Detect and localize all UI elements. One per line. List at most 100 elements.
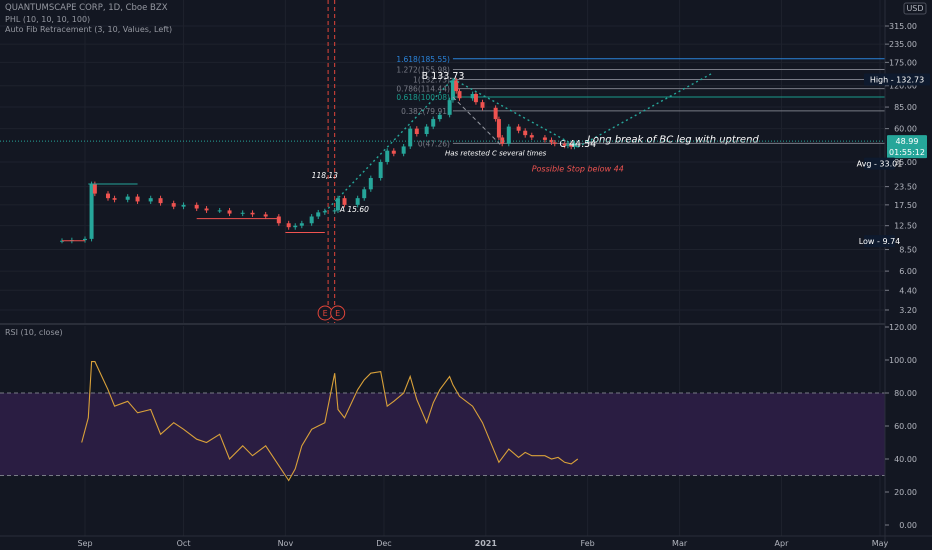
rsi-band xyxy=(0,393,885,476)
candle-body xyxy=(316,212,321,217)
currency-label: USD xyxy=(906,4,923,13)
price-tick-label: 6.00 xyxy=(899,267,917,276)
rsi-pane[interactable] xyxy=(0,361,885,482)
candle-body xyxy=(385,150,390,162)
candle-body xyxy=(135,196,140,202)
price-axis[interactable]: USD 3.20 4.40 6.00 8.50 12.50 17.50 23.50 35.00 6… xyxy=(884,0,932,548)
time-tick-label: Feb xyxy=(581,539,595,548)
candle-body xyxy=(378,161,383,179)
candle-body xyxy=(227,210,232,214)
candle-body xyxy=(480,102,485,108)
price-label-box xyxy=(864,73,930,86)
price-label-text: 01:55:12 xyxy=(889,148,925,157)
chart-annotation: C 44.54 xyxy=(559,139,596,150)
candle-body xyxy=(181,204,186,207)
price-label-box xyxy=(864,235,895,248)
candle-body xyxy=(286,223,291,228)
rsi-tick-label: 0.00 xyxy=(899,521,917,530)
candlestick-series xyxy=(60,77,577,244)
rsi-line xyxy=(81,361,579,482)
price-tick-label: 3.20 xyxy=(899,306,917,315)
candle-body xyxy=(437,114,442,120)
chart-annotation: Long break of BC leg with uptrend xyxy=(587,134,759,145)
chart-annotation: Has retested C several times xyxy=(445,149,547,157)
price-tick-label: 315.00 xyxy=(889,22,917,31)
candle-body xyxy=(105,193,110,199)
rsi-tick-label: 60.00 xyxy=(894,422,917,431)
candle-body xyxy=(431,119,436,127)
rsi-title[interactable]: RSI (10, close) xyxy=(5,328,63,337)
candle-body xyxy=(342,198,347,205)
price-grid xyxy=(0,0,885,536)
price-tick-label: 85.00 xyxy=(894,103,917,112)
candle-body xyxy=(82,238,87,241)
candle-body xyxy=(299,223,304,226)
candle-body xyxy=(332,210,337,212)
currency-button xyxy=(903,2,927,15)
annotations: B 133.73 C 44.54 A 15.60 118,13 Has retested… xyxy=(312,71,760,214)
candle-body xyxy=(112,198,117,200)
time-tick-label: Dec xyxy=(376,539,391,548)
price-tick-label: 120.00 xyxy=(889,82,917,91)
price-axis-bg xyxy=(885,0,932,548)
price-label-text: High - 132.73 xyxy=(870,75,924,84)
candle-body xyxy=(362,189,367,199)
fib-level-label: 1(132.73) xyxy=(413,75,450,84)
price-label-box xyxy=(887,135,927,148)
main-pane[interactable]: 1.618(185.55)1.272(155.98)1(132.73)0.786… xyxy=(0,0,885,536)
candle-body xyxy=(523,130,528,136)
price-label-box xyxy=(864,157,895,170)
candle-body xyxy=(493,107,498,120)
time-tick-label: Oct xyxy=(177,539,191,548)
price-tick-label: 12.50 xyxy=(894,222,917,231)
candle-body xyxy=(217,210,222,212)
candle-body xyxy=(572,143,577,147)
price-tick-label: 35.00 xyxy=(894,158,917,167)
price-tick-label: 17.50 xyxy=(894,201,917,210)
earnings-marker-label: E xyxy=(335,309,340,318)
candle-body xyxy=(542,137,547,140)
candle-body xyxy=(276,216,281,224)
candle-body xyxy=(549,139,554,143)
candle-body xyxy=(473,93,478,103)
price-label-text: 48.99 xyxy=(896,137,919,146)
candle-body xyxy=(263,214,268,217)
retrace-line xyxy=(452,96,503,147)
time-tick-label: Nov xyxy=(278,539,294,548)
trend-line xyxy=(324,78,454,213)
time-tick-label: Apr xyxy=(775,539,790,548)
candle-body xyxy=(516,126,521,131)
candle-body xyxy=(424,126,429,134)
candle-body xyxy=(125,196,130,200)
candle-body xyxy=(194,204,199,209)
candle-body xyxy=(171,203,176,207)
indicator-fib[interactable]: Auto Fib Retracement (3, 10, Values, Lef… xyxy=(5,25,173,34)
trend-lines xyxy=(62,72,713,242)
candle-body xyxy=(470,93,475,99)
rsi-axis[interactable]: 0.00 20.00 40.00 60.00 80.00 100.00 120.00 xyxy=(885,323,917,530)
candle-body xyxy=(92,184,97,194)
candle-body xyxy=(552,142,557,144)
candle-body xyxy=(335,198,340,211)
earnings-marker xyxy=(330,305,346,321)
candle-body xyxy=(562,143,567,146)
candle-body xyxy=(89,184,94,239)
fib-level-label: 0.786(114.44) xyxy=(396,85,450,94)
fib-level-label: 0.382(79.91) xyxy=(401,107,450,116)
candle-body xyxy=(529,135,534,138)
candle-body xyxy=(565,144,570,146)
fib-retracement: 1.618(185.55)1.272(155.98)1(132.73)0.786… xyxy=(396,55,885,148)
price-tick-label: 23.50 xyxy=(894,183,917,192)
candle-body xyxy=(506,126,511,144)
candle-body xyxy=(447,100,452,115)
fib-level-label: 0.618(100.08) xyxy=(396,93,450,102)
price-tick-label: 4.40 xyxy=(899,286,917,295)
time-tick-label: May xyxy=(872,539,889,548)
symbol-title[interactable]: QUANTUMSCAPE CORP, 1D, Cboe BZX xyxy=(5,3,168,13)
price-tick-label: 175.00 xyxy=(889,58,917,67)
candle-body xyxy=(240,212,245,214)
time-axis[interactable]: Sep Oct Nov Dec 2021 Feb Mar Apr May xyxy=(0,535,932,548)
fib-level-label: 0(47.26) xyxy=(418,139,450,148)
indicator-phl[interactable]: PHL (10, 10, 10, 100) xyxy=(5,15,91,24)
